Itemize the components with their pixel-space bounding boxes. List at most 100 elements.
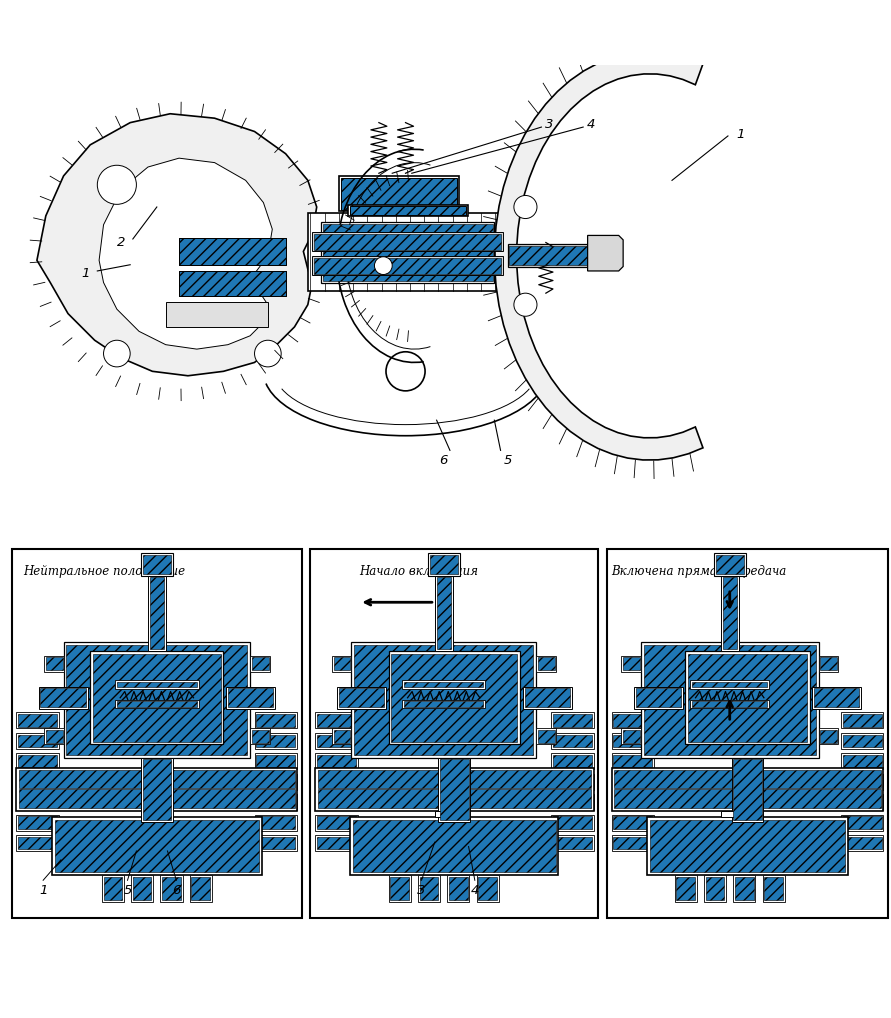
Bar [613, 776, 652, 788]
Bar [841, 774, 883, 790]
Bar [17, 713, 59, 729]
Bar [257, 776, 296, 788]
Bar [843, 735, 881, 747]
Bar [420, 876, 438, 900]
Bar [437, 577, 451, 649]
Bar [841, 753, 883, 770]
Bar [19, 770, 295, 788]
Text: 6: 6 [172, 885, 181, 898]
Bar [315, 835, 357, 851]
Bar [552, 733, 593, 749]
Text: 5: 5 [504, 454, 512, 467]
Bar [18, 776, 57, 788]
Bar [841, 794, 883, 810]
Bar [337, 687, 386, 709]
Bar [428, 554, 460, 575]
Bar [18, 715, 57, 727]
Bar [536, 729, 556, 744]
Bar [18, 796, 57, 808]
Bar [228, 688, 274, 708]
Circle shape [103, 340, 130, 366]
Bar [553, 755, 592, 768]
Text: 5: 5 [123, 885, 132, 898]
Bar [613, 837, 652, 849]
Circle shape [514, 293, 537, 317]
Bar [255, 774, 298, 790]
Bar [391, 654, 518, 742]
Bar [611, 835, 654, 851]
Bar [647, 817, 848, 874]
Bar [255, 733, 298, 749]
Bar [821, 730, 838, 742]
Circle shape [374, 257, 392, 275]
Bar [688, 654, 807, 742]
Bar [66, 644, 248, 755]
Bar [133, 876, 151, 900]
Bar [131, 874, 153, 902]
Polygon shape [37, 114, 316, 376]
Bar [160, 874, 183, 902]
Bar [841, 835, 883, 851]
Bar [692, 701, 767, 706]
Bar [611, 814, 654, 831]
Bar [63, 642, 250, 757]
Bar [553, 715, 592, 727]
Bar [613, 715, 652, 727]
Bar [621, 656, 641, 672]
Bar [312, 256, 503, 276]
Bar [257, 796, 296, 808]
Bar [117, 682, 197, 687]
Bar [552, 814, 593, 831]
Bar [536, 656, 556, 672]
Bar [634, 687, 683, 709]
Bar [613, 816, 652, 829]
Bar [706, 876, 724, 900]
Bar [841, 733, 883, 749]
Bar [316, 755, 356, 768]
Bar [314, 258, 502, 274]
Bar [552, 753, 593, 770]
Bar [813, 687, 862, 709]
Bar [552, 774, 593, 790]
Bar [316, 837, 356, 849]
Bar [38, 687, 87, 709]
Bar [143, 555, 171, 574]
Bar [17, 814, 59, 831]
Bar [351, 642, 536, 757]
Bar [54, 819, 259, 872]
Bar [315, 769, 593, 811]
Bar [252, 730, 269, 742]
Text: 3: 3 [545, 118, 553, 131]
Bar [162, 876, 181, 900]
Bar [478, 876, 497, 900]
Bar [611, 753, 654, 770]
Bar [18, 816, 57, 829]
Text: 4: 4 [587, 118, 595, 131]
Bar [17, 774, 59, 790]
Bar [843, 755, 881, 768]
Bar [310, 549, 598, 917]
Bar [553, 796, 592, 808]
Bar [353, 819, 556, 872]
Circle shape [386, 352, 425, 391]
Bar [255, 753, 298, 770]
Bar [611, 713, 654, 729]
Text: Нейтральное положение: Нейтральное положение [22, 565, 184, 578]
Bar [691, 680, 769, 689]
Bar [721, 575, 739, 652]
Bar [103, 876, 122, 900]
Bar [404, 682, 484, 687]
Bar [179, 238, 286, 265]
Bar [435, 575, 453, 652]
Bar [843, 776, 881, 788]
Bar [331, 729, 351, 744]
Bar [843, 837, 881, 849]
Bar [623, 730, 640, 742]
Bar [623, 658, 640, 670]
Bar [611, 774, 654, 790]
Bar [316, 816, 356, 829]
Bar [611, 769, 883, 811]
Bar [349, 206, 466, 215]
Bar [523, 687, 572, 709]
Bar [17, 769, 298, 811]
